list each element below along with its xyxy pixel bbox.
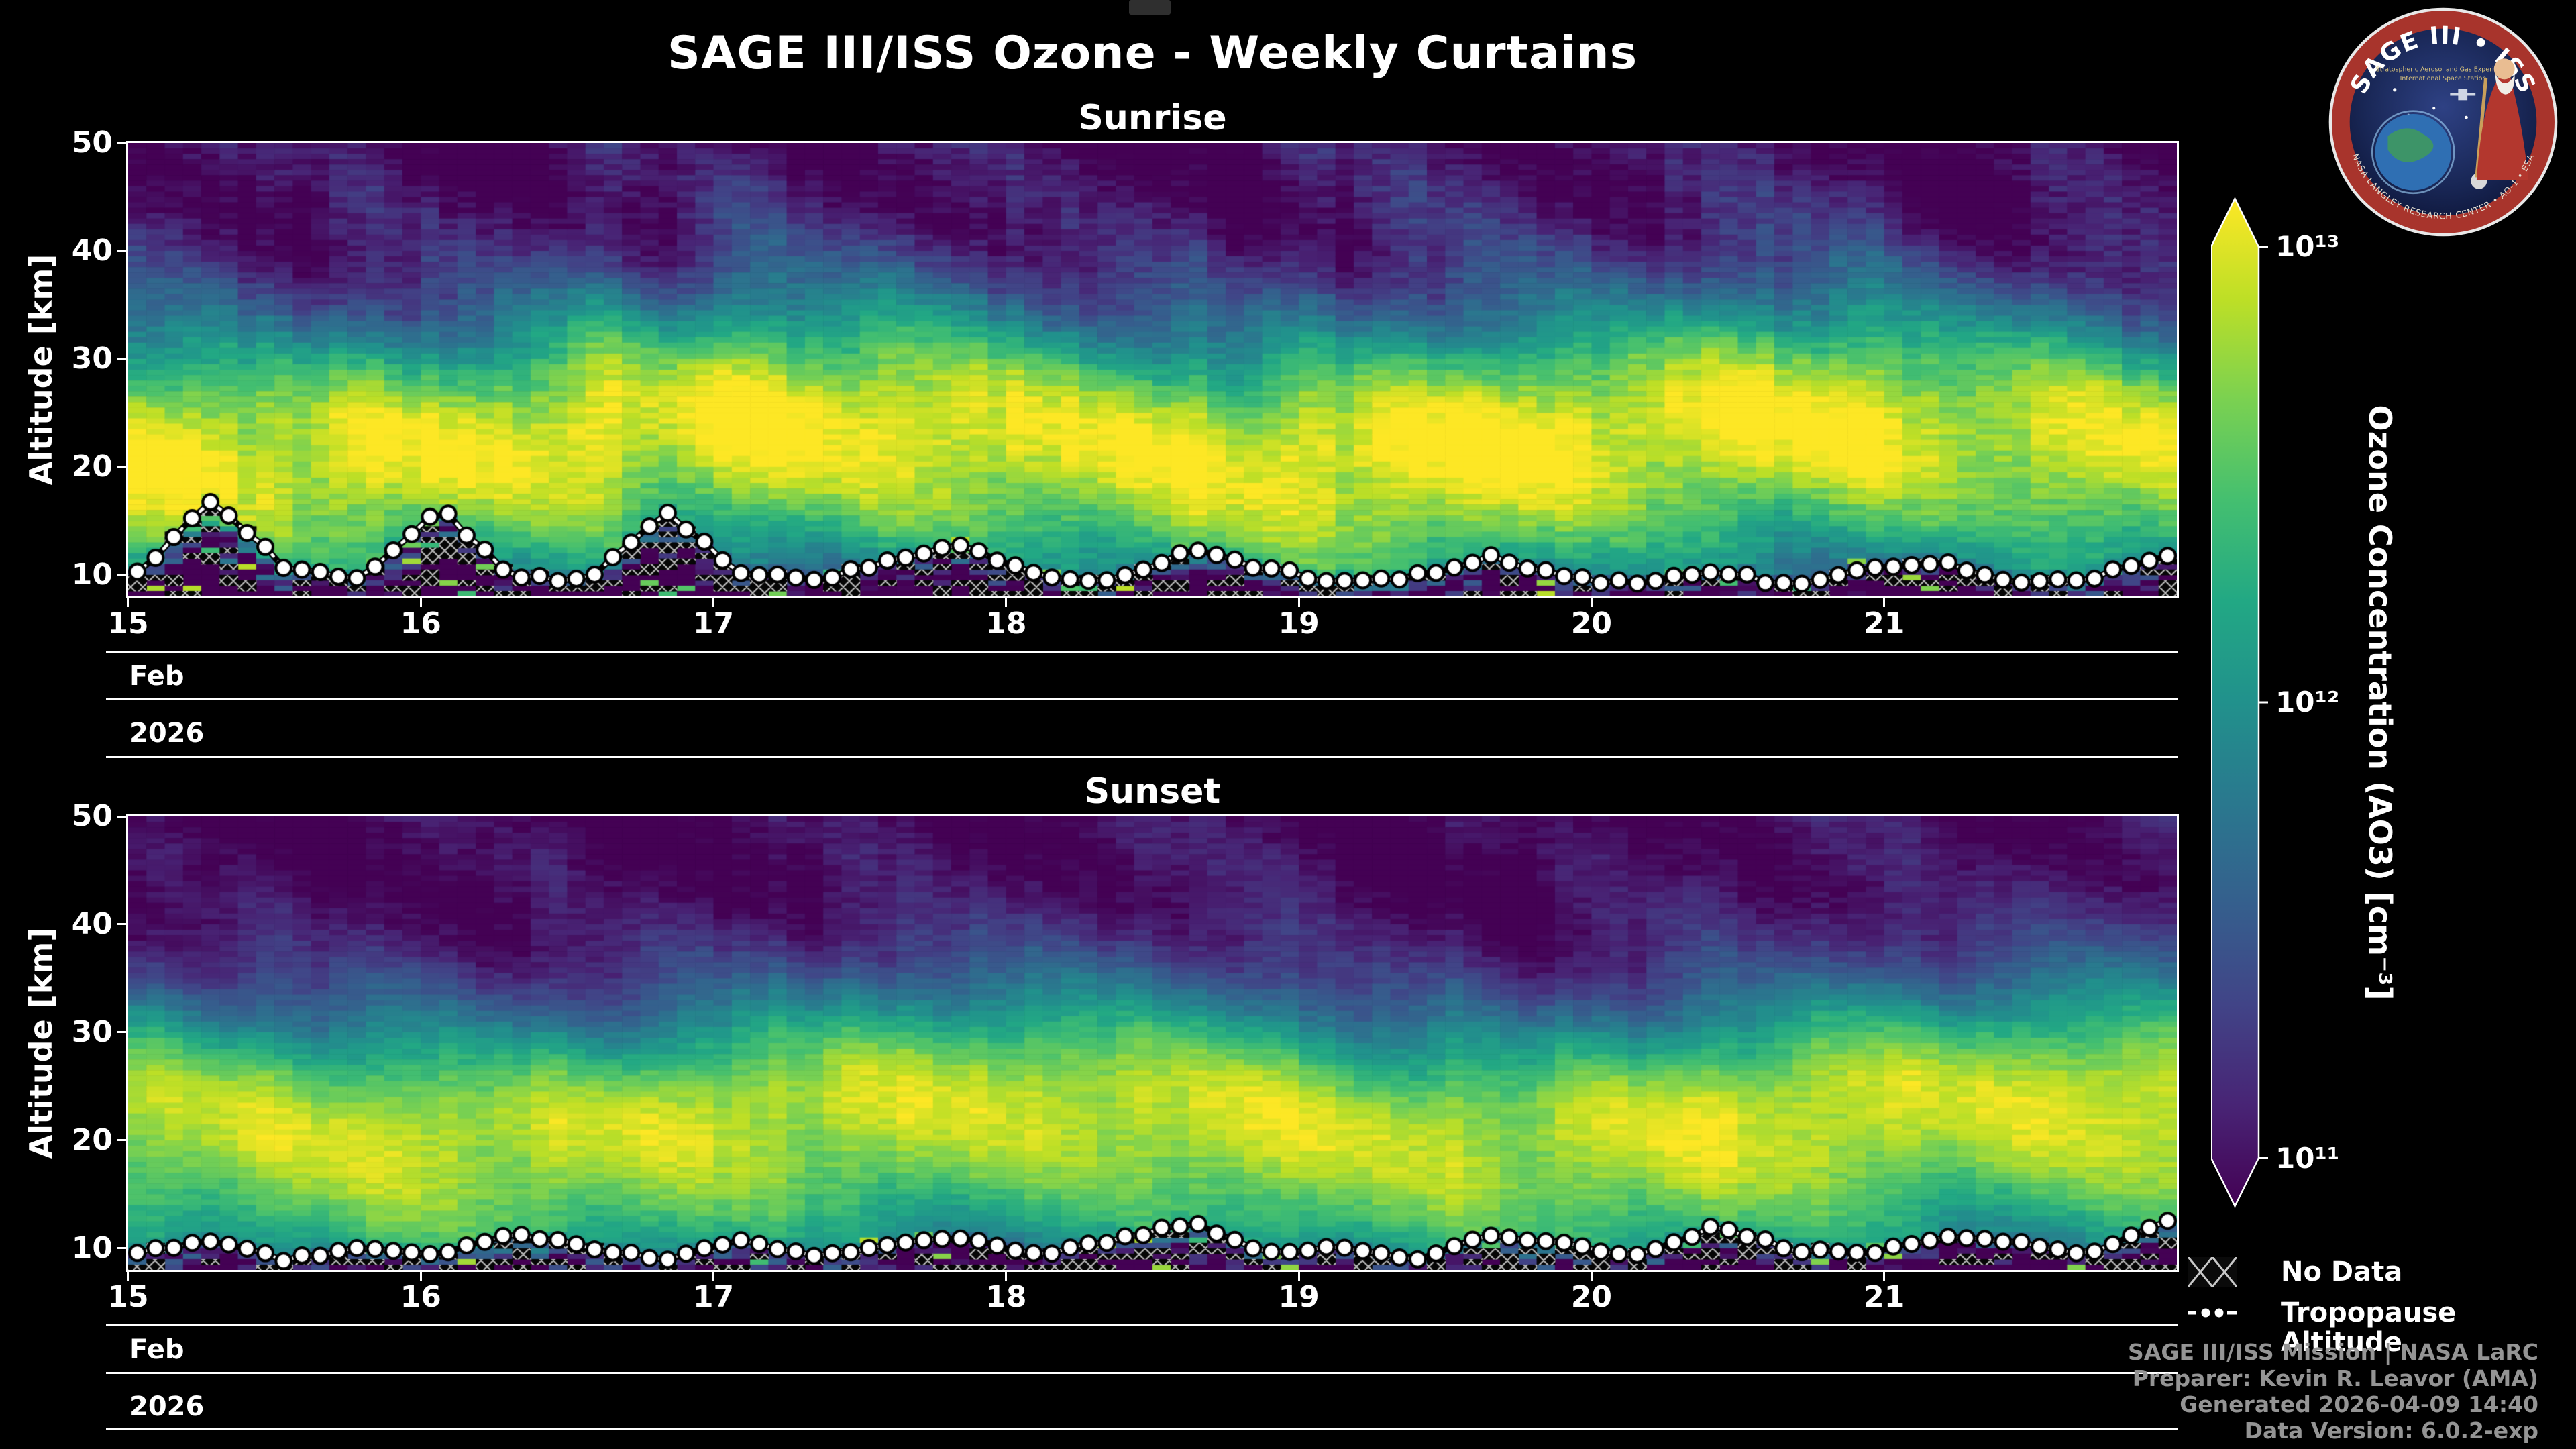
page-title: SAGE III/ISS Ozone - Weekly Curtains <box>667 27 1638 80</box>
x-tick-mark <box>127 596 129 607</box>
mission-patch-logo: SAGE III • ISS Stratospheric Aerosol and… <box>2328 7 2558 237</box>
y-tick-mark <box>117 574 128 576</box>
x-tick-mark <box>1590 596 1593 607</box>
x-tick-mark <box>1883 1270 1886 1281</box>
panel-title-sunrise: Sunrise <box>1078 98 1227 138</box>
tropopause-line-icon <box>2188 1306 2237 1320</box>
footer-line: Generated 2026-04-09 14:40 <box>2180 1391 2538 1417</box>
x-tick-label: 21 <box>1864 606 1905 641</box>
y-tick-label: 20 <box>71 449 113 484</box>
x-tick-label: 20 <box>1570 606 1613 641</box>
y-tick-mark <box>117 1031 128 1034</box>
panel-title-sunset: Sunset <box>1084 771 1221 812</box>
sage-figure-icon <box>2476 71 2529 180</box>
x-tick-label: 15 <box>107 1280 149 1314</box>
x-tick-mark <box>712 1270 715 1281</box>
x-tick-mark <box>1883 596 1886 607</box>
y-tick-mark <box>117 250 128 252</box>
axis-separator-line <box>106 756 2178 758</box>
x-tick-label: 18 <box>985 1280 1027 1314</box>
footer-line: Data Version: 6.0.2-exp <box>2244 1417 2538 1444</box>
x-axis-month-sunrise: Feb <box>129 661 184 692</box>
x-tick-mark <box>127 1270 129 1281</box>
ozone-heatmap-sunrise <box>128 143 2177 596</box>
y-tick-label: 10 <box>71 557 113 592</box>
y-tick-mark <box>117 1139 128 1142</box>
legend-tropopause-label: Tropopause Altitude <box>2281 1297 2457 1358</box>
x-tick-label: 17 <box>692 606 735 641</box>
x-axis-year-sunrise: 2026 <box>129 718 205 749</box>
y-tick-label: 10 <box>71 1230 113 1265</box>
ozone-heatmap-sunset <box>128 816 2177 1270</box>
y-tick-mark <box>117 1247 128 1250</box>
y-tick-mark <box>117 142 128 144</box>
y-tick-mark <box>117 815 128 818</box>
y-tick-label: 40 <box>71 233 113 268</box>
axis-separator-line <box>106 651 2178 653</box>
y-tick-mark <box>117 466 128 468</box>
patch-subtext-2: International Space Station <box>2400 75 2487 83</box>
y-tick-label: 50 <box>71 125 113 160</box>
axis-separator-line <box>106 1428 2178 1430</box>
x-tick-label: 16 <box>400 606 441 641</box>
x-tick-mark <box>1005 1270 1008 1281</box>
x-tick-label: 18 <box>985 606 1027 641</box>
x-axis-month-sunset: Feb <box>129 1334 184 1365</box>
x-tick-label: 20 <box>1570 1280 1613 1314</box>
colorbar-tick-1e12: 10¹² <box>2275 686 2340 718</box>
x-tick-label: 17 <box>692 1280 735 1314</box>
y-tick-label: 40 <box>71 906 113 941</box>
footer-line: Preparer: Kevin R. Leavor (AMA) <box>2132 1365 2538 1391</box>
legend-no-data-label: No Data <box>2281 1256 2403 1287</box>
x-tick-label: 15 <box>107 606 149 641</box>
x-tick-mark <box>419 1270 422 1281</box>
x-axis-year-sunset: 2026 <box>129 1391 205 1422</box>
x-tick-label: 21 <box>1864 1280 1905 1314</box>
window-artifact <box>1129 0 1171 15</box>
x-tick-label: 19 <box>1278 606 1320 641</box>
x-tick-label: 16 <box>400 1280 441 1314</box>
footer-line: SAGE III/ISS Mission | NASA LaRC <box>2128 1339 2538 1365</box>
x-tick-mark <box>1297 596 1300 607</box>
x-tick-mark <box>1297 1270 1300 1281</box>
axis-separator-line <box>106 1324 2178 1326</box>
y-tick-mark <box>117 923 128 926</box>
x-tick-mark <box>1005 596 1008 607</box>
axis-separator-line <box>106 698 2178 700</box>
x-tick-mark <box>1590 1270 1593 1281</box>
y-tick-label: 30 <box>71 1014 113 1049</box>
colorbar-tick-1e11: 10¹¹ <box>2275 1142 2340 1175</box>
y-tick-label: 50 <box>71 799 113 833</box>
colorbar <box>2211 197 2268 1208</box>
y-tick-mark <box>117 358 128 360</box>
x-tick-mark <box>712 596 715 607</box>
colorbar-gradient-bar <box>2211 197 2260 1208</box>
x-tick-label: 19 <box>1278 1280 1320 1314</box>
y-tick-label: 20 <box>71 1122 113 1157</box>
axis-separator-line <box>106 1372 2178 1374</box>
no-data-hatch-icon <box>2188 1257 2237 1287</box>
y-tick-label: 30 <box>71 341 113 376</box>
footer-credits: SAGE III/ISS Mission | NASA LaRC Prepare… <box>2128 1339 2538 1444</box>
patch-subtext-1: Stratospheric Aerosol and Gas Experiment <box>2376 66 2511 73</box>
iss-silhouette-icon <box>2450 89 2476 101</box>
x-tick-mark <box>419 596 422 607</box>
colorbar-label: Ozone Concentration (AO3) [cm⁻³] <box>2362 405 2398 1000</box>
colorbar-tick-1e13: 10¹³ <box>2275 230 2340 263</box>
